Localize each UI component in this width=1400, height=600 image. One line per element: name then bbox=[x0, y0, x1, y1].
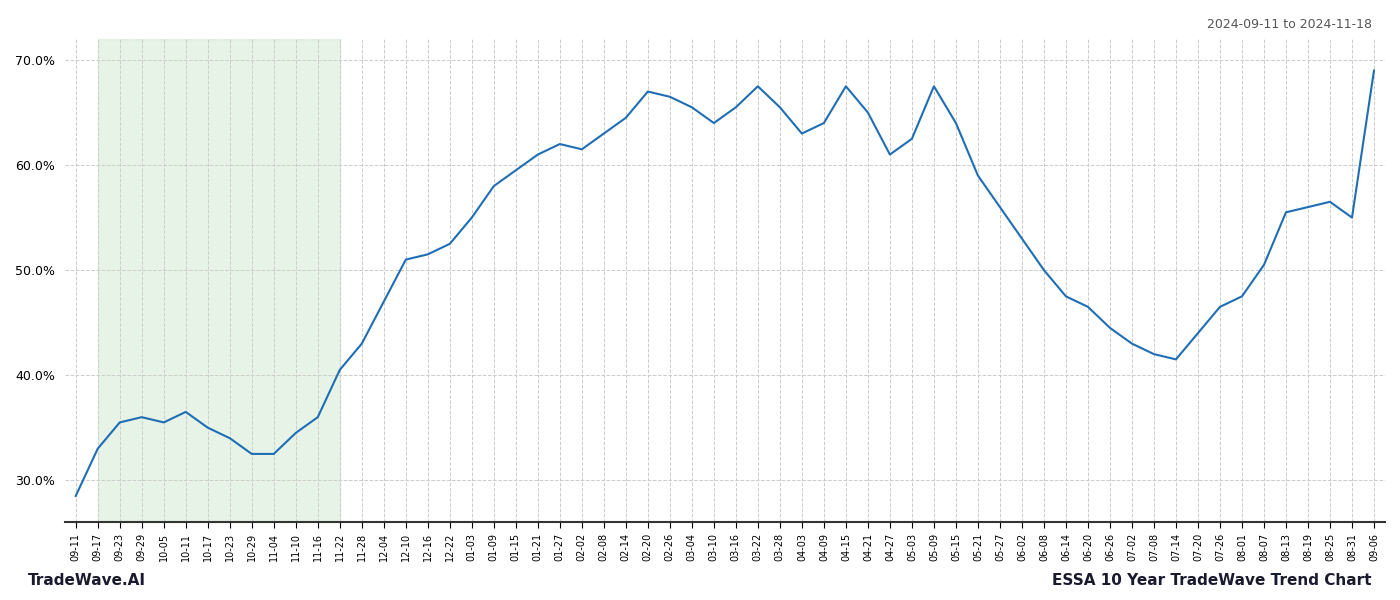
Text: ESSA 10 Year TradeWave Trend Chart: ESSA 10 Year TradeWave Trend Chart bbox=[1053, 573, 1372, 588]
Bar bbox=[98, 39, 340, 522]
Text: 2024-09-11 to 2024-11-18: 2024-09-11 to 2024-11-18 bbox=[1207, 18, 1372, 31]
Text: TradeWave.AI: TradeWave.AI bbox=[28, 573, 146, 588]
